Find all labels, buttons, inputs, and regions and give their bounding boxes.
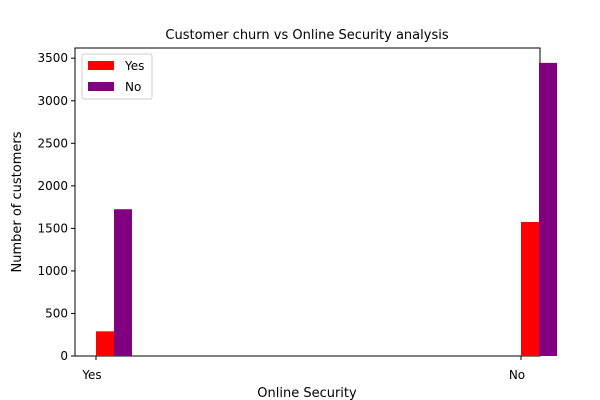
chart-title: Customer churn vs Online Security analys… — [165, 28, 448, 43]
legend-label-yes: Yes — [124, 59, 144, 73]
x-axis-ticks: Yes No — [81, 356, 525, 382]
bar-no-yes — [114, 209, 132, 356]
bar-group — [96, 62, 557, 357]
bar-yes-no — [521, 221, 539, 356]
y-tick-label: 500 — [45, 306, 68, 320]
bar-yes-yes — [96, 331, 114, 356]
bar-no-no — [539, 62, 557, 357]
y-tick-label: 1500 — [37, 221, 68, 235]
x-tick-label: Yes — [81, 368, 101, 382]
y-tick-label: 0 — [60, 349, 68, 363]
y-axis-label: Number of customers — [10, 131, 25, 272]
x-axis-label: Online Security — [257, 386, 357, 400]
legend-swatch-yes — [88, 61, 114, 70]
y-axis-ticks: 0 500 1000 1500 2000 2500 3000 3500 — [37, 51, 75, 363]
legend-label-no: No — [125, 80, 141, 94]
y-tick-label: 2000 — [37, 179, 68, 193]
legend-swatch-no — [88, 82, 114, 91]
y-tick-label: 1000 — [37, 264, 68, 278]
x-tick-label: No — [509, 368, 525, 382]
y-tick-label: 3000 — [37, 94, 68, 108]
legend: Yes No — [81, 53, 153, 100]
y-tick-label: 2500 — [37, 136, 68, 150]
y-tick-label: 3500 — [37, 51, 68, 65]
